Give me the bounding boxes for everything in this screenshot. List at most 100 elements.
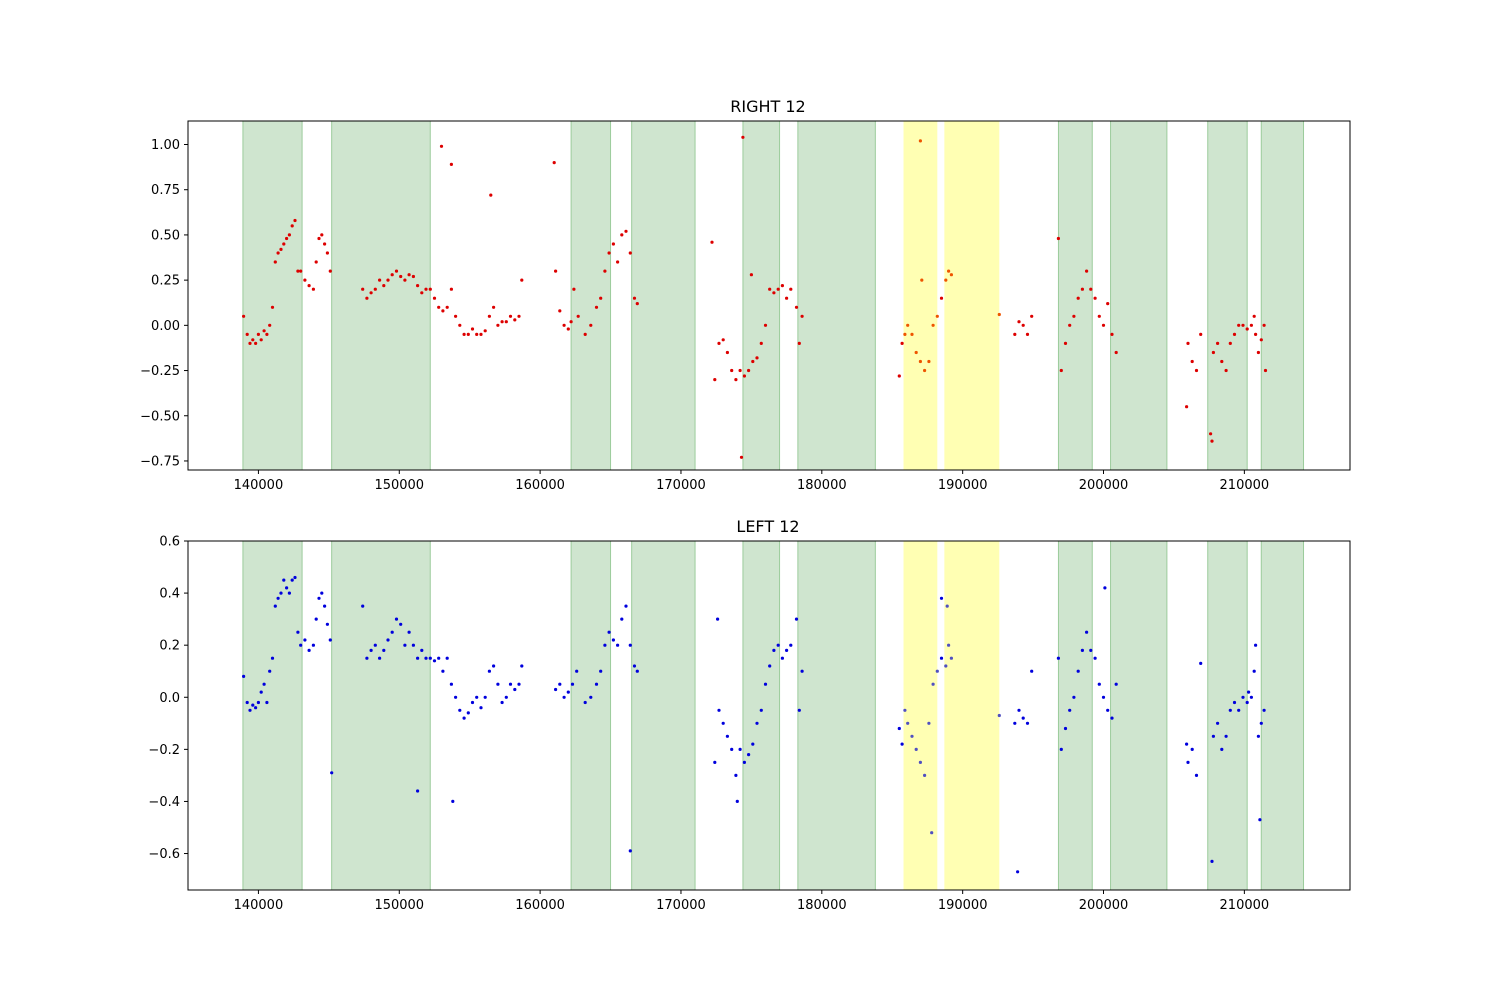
data-point — [361, 287, 365, 291]
data-point — [939, 656, 944, 660]
data-point — [930, 831, 934, 835]
data-point — [290, 224, 294, 228]
data-point — [293, 575, 297, 580]
data-point — [776, 287, 780, 291]
data-point — [416, 284, 420, 288]
data-point — [1224, 734, 1228, 738]
data-point — [475, 332, 479, 336]
data-point — [508, 314, 513, 318]
data-point — [594, 305, 599, 309]
data-point — [931, 323, 935, 327]
data-point — [785, 296, 789, 300]
data-point — [910, 332, 914, 336]
data-point — [785, 648, 789, 653]
data-point — [616, 643, 620, 647]
data-point — [789, 287, 793, 291]
y-tick-label: 0.00 — [151, 319, 180, 334]
data-point — [279, 591, 283, 595]
data-point — [1056, 656, 1060, 660]
data-point — [403, 278, 407, 282]
data-point — [738, 747, 742, 752]
data-point — [242, 314, 246, 318]
data-point — [632, 664, 637, 668]
data-point — [285, 586, 289, 590]
data-point — [759, 341, 763, 345]
data-point — [1259, 721, 1263, 725]
data-point — [1224, 368, 1228, 373]
data-point — [449, 162, 453, 166]
data-point — [428, 656, 432, 660]
data-point — [311, 287, 315, 291]
data-point — [717, 708, 721, 712]
y-axis: −0.6 −0.4 −0.2 0.0 0.2 0.4 0.6 — [148, 535, 188, 862]
data-point — [628, 251, 632, 255]
data-point — [751, 742, 755, 746]
data-point — [759, 708, 763, 712]
data-point — [747, 368, 751, 373]
data-point — [583, 332, 587, 336]
data-point — [378, 278, 382, 282]
y-tick-label: −0.4 — [148, 795, 180, 810]
data-point — [407, 630, 411, 634]
data-point — [1025, 721, 1030, 725]
data-point — [470, 327, 475, 331]
data-point — [751, 359, 755, 364]
data-point — [1232, 332, 1237, 336]
data-point — [1220, 359, 1224, 364]
data-point — [741, 135, 745, 139]
data-point — [1068, 323, 1072, 327]
x-tick-label: 190000 — [938, 478, 988, 493]
data-point — [906, 323, 910, 327]
data-point — [500, 700, 504, 705]
data-point — [794, 617, 799, 621]
data-point — [242, 674, 246, 679]
data-point — [403, 643, 407, 647]
data-point — [768, 287, 772, 291]
data-point — [632, 296, 637, 300]
data-point — [713, 378, 717, 382]
data-point — [1256, 734, 1260, 738]
data-point — [299, 269, 303, 273]
data-point — [1106, 302, 1110, 306]
data-point — [635, 669, 639, 673]
data-point — [245, 332, 249, 336]
data-point — [262, 682, 266, 686]
x-tick-label: 200000 — [1079, 478, 1129, 493]
data-point — [1085, 630, 1089, 634]
data-point — [251, 703, 255, 707]
shaded-band-green-7 — [1110, 120, 1168, 471]
data-point — [768, 664, 772, 668]
data-point — [441, 309, 445, 313]
shaded-band-green-8 — [1207, 540, 1248, 891]
data-point — [620, 617, 624, 621]
data-point — [914, 350, 918, 355]
data-point — [314, 617, 318, 621]
data-point — [1211, 350, 1215, 355]
y-tick-label: 0.0 — [159, 691, 180, 706]
data-point — [1228, 708, 1232, 712]
data-point — [583, 700, 587, 705]
data-point — [949, 656, 954, 660]
y-tick-label: 0.2 — [159, 639, 180, 654]
data-point — [1068, 708, 1072, 712]
x-tick-label: 210000 — [1220, 898, 1270, 913]
data-point — [251, 338, 255, 342]
data-point — [713, 760, 717, 765]
data-point — [734, 773, 738, 778]
data-point — [303, 278, 307, 282]
data-point — [780, 656, 785, 660]
data-point — [780, 284, 785, 288]
data-point — [800, 669, 804, 673]
data-point — [1209, 432, 1213, 436]
data-point — [487, 669, 491, 673]
data-point — [1080, 287, 1084, 291]
data-point — [432, 296, 437, 300]
data-point — [270, 305, 275, 309]
data-point — [558, 309, 562, 313]
data-point — [730, 368, 734, 373]
data-point — [920, 278, 924, 282]
data-point — [1021, 323, 1025, 327]
data-point — [369, 291, 373, 295]
data-point — [923, 368, 927, 373]
